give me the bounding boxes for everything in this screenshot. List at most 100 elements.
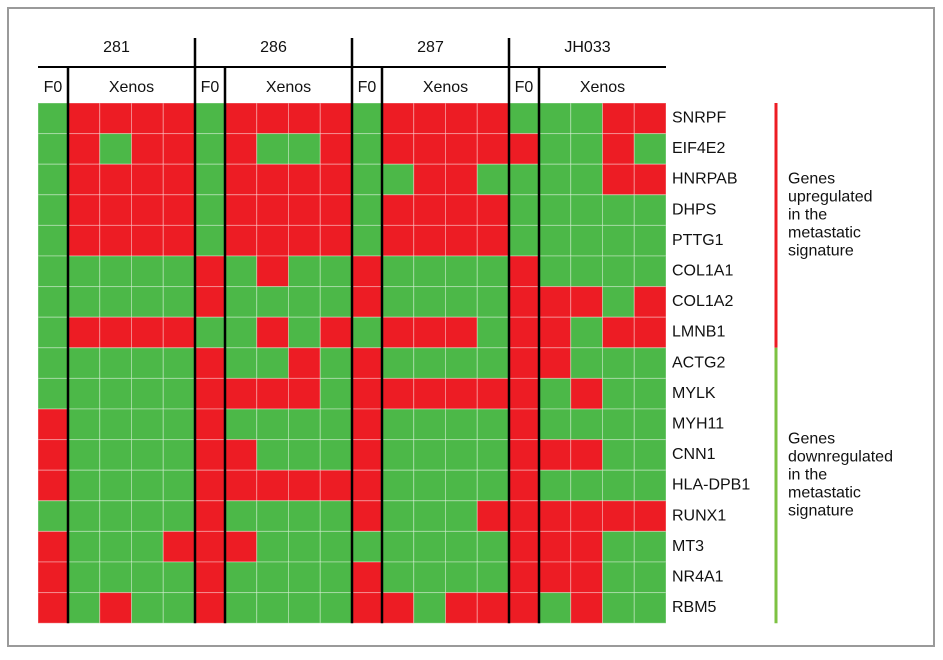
heatmap-cell	[194, 500, 226, 532]
heatmap-cell	[538, 286, 572, 318]
heatmap-cell	[538, 316, 572, 349]
heatmap-cell	[351, 194, 383, 226]
heatmap-cell	[538, 102, 572, 135]
heatmap-cell	[445, 224, 478, 257]
row-label: HNRPAB	[672, 171, 738, 188]
heatmap-cell	[508, 469, 540, 502]
heatmap-cell	[476, 530, 510, 563]
heatmap-cell	[413, 133, 446, 165]
heatmap-cell	[194, 194, 226, 226]
heatmap-cell	[37, 347, 69, 379]
heatmap-cell	[476, 469, 510, 502]
heatmap-cell	[37, 224, 69, 257]
heatmap-cell	[67, 377, 101, 410]
heatmap-cell	[162, 439, 196, 471]
heatmap-cell	[67, 592, 101, 624]
heatmap-cell	[445, 530, 478, 563]
heatmap-cell	[131, 163, 164, 196]
heatmap-cell	[288, 377, 321, 410]
heatmap-cell	[381, 102, 415, 135]
row-label: COL1A1	[672, 263, 733, 280]
heatmap-cell	[445, 439, 478, 471]
heatmap-cell	[508, 102, 540, 135]
heatmap-cell	[99, 224, 132, 257]
heatmap-cell	[67, 194, 101, 226]
group-label: 286	[260, 39, 287, 56]
heatmap-cell	[381, 316, 415, 349]
heatmap-cell	[224, 133, 258, 165]
heatmap-cell	[538, 561, 572, 594]
heatmap-cell	[288, 469, 321, 502]
heatmap-cell	[413, 377, 446, 410]
heatmap-cell	[288, 561, 321, 594]
heatmap-cell	[602, 500, 635, 532]
heatmap-cell	[194, 163, 226, 196]
heatmap-cell	[476, 286, 510, 318]
heatmap-cell	[413, 286, 446, 318]
heatmap-cell	[538, 194, 572, 226]
heatmap-cell	[508, 592, 540, 624]
heatmap-cell	[633, 133, 667, 165]
heatmap-cell	[224, 469, 258, 502]
heatmap-cell	[256, 469, 289, 502]
heatmap-cell	[37, 377, 69, 410]
heatmap-cell	[381, 439, 415, 471]
heatmap-cell	[224, 194, 258, 226]
heatmap-cell	[538, 439, 572, 471]
heatmap-cell	[351, 530, 383, 563]
heatmap-cell	[508, 408, 540, 441]
heatmap-cell	[508, 530, 540, 563]
heatmap-cell	[37, 316, 69, 349]
heatmap-cell	[319, 469, 353, 502]
heatmap-cell	[319, 194, 353, 226]
heatmap-cell	[131, 500, 164, 532]
heatmap-cell	[37, 102, 69, 135]
heatmap-cell	[99, 592, 132, 624]
heatmap-cell	[131, 592, 164, 624]
heatmap-cell	[194, 408, 226, 441]
heatmap-cell	[633, 224, 667, 257]
row-label: PTTG1	[672, 232, 724, 249]
heatmap-cell	[351, 408, 383, 441]
heatmap-cell	[508, 377, 540, 410]
heatmap-cell	[413, 194, 446, 226]
heatmap-cell	[99, 133, 132, 165]
heatmap-cell	[351, 500, 383, 532]
row-label: RBM5	[672, 599, 717, 616]
heatmap-cell	[602, 194, 635, 226]
annotation-text: signature	[788, 243, 854, 260]
heatmap-cell	[508, 194, 540, 226]
column-label: F0	[358, 79, 377, 96]
heatmap-cell	[288, 500, 321, 532]
heatmap-cell	[351, 102, 383, 135]
heatmap-cell	[162, 224, 196, 257]
column-label: Xenos	[423, 79, 468, 96]
heatmap-cell	[37, 530, 69, 563]
heatmap-cell	[445, 347, 478, 379]
heatmap-cell	[288, 286, 321, 318]
heatmap-cell	[538, 408, 572, 441]
heatmap-cell	[538, 530, 572, 563]
heatmap-cell	[67, 500, 101, 532]
heatmap-cell	[162, 194, 196, 226]
heatmap-cell	[67, 224, 101, 257]
group-label: 281	[103, 39, 130, 56]
heatmap-cell	[224, 530, 258, 563]
heatmap-cell	[570, 255, 603, 288]
heatmap-cell	[413, 224, 446, 257]
heatmap-cell	[194, 286, 226, 318]
heatmap-cell	[256, 133, 289, 165]
heatmap-cell	[633, 286, 667, 318]
heatmap-cell	[445, 592, 478, 624]
heatmap-cell	[288, 439, 321, 471]
heatmap-cell	[476, 592, 510, 624]
column-label: F0	[201, 79, 220, 96]
heatmap-cell	[538, 592, 572, 624]
heatmap-cell	[633, 102, 667, 135]
heatmap-cell	[381, 500, 415, 532]
heatmap-cell	[476, 347, 510, 379]
heatmap-cell	[381, 469, 415, 502]
heatmap-cell	[37, 500, 69, 532]
column-label: F0	[44, 79, 63, 96]
heatmap-cell	[602, 316, 635, 349]
